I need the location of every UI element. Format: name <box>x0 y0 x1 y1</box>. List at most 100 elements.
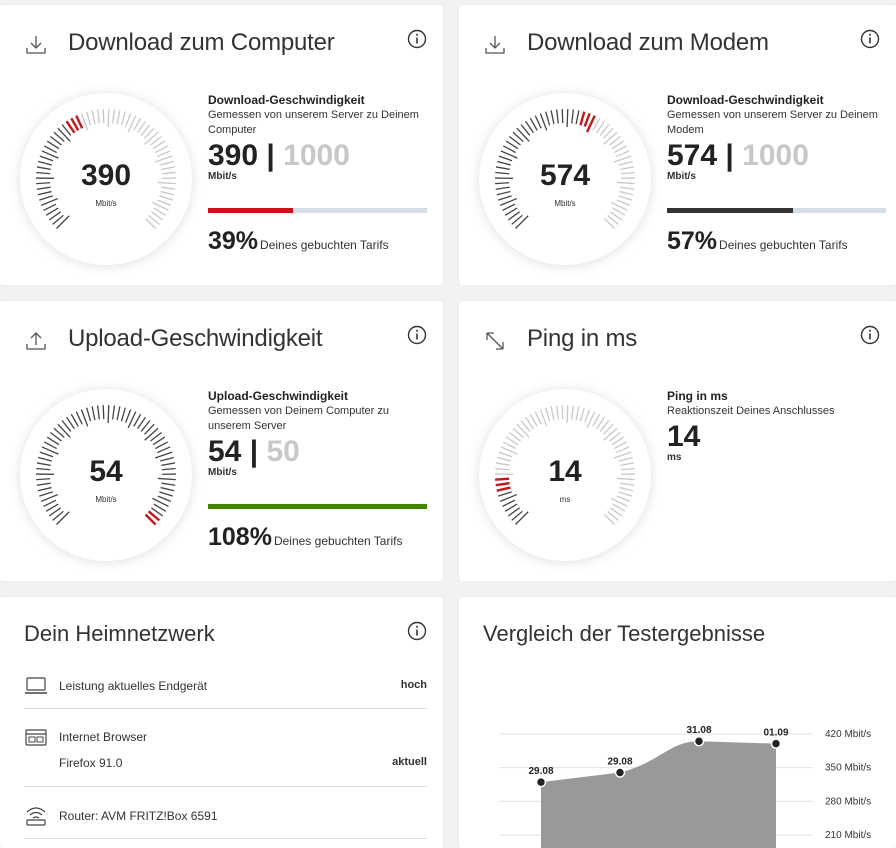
gauge-tick <box>157 181 176 185</box>
gauge-tick <box>49 431 62 442</box>
gauge-tick <box>561 405 564 420</box>
gauge-tick <box>619 456 633 462</box>
gauge-tick <box>120 407 126 422</box>
gauge-tick <box>65 416 75 430</box>
network-row-router: Router: AVM FRITZ!Box 6591 <box>24 805 427 829</box>
gauge-tick <box>36 462 51 466</box>
heimnetzwerk-card: Dein Heimnetzwerk Leistung aktuelles End… <box>0 597 443 848</box>
gauge-tick <box>102 109 105 124</box>
gauge-tick <box>45 503 59 512</box>
gauge-tick <box>584 409 591 423</box>
gauge-tick <box>86 111 92 126</box>
gauge-tick <box>571 109 575 124</box>
speed-info: Download-Geschwindigkeit Gemessen von un… <box>208 93 428 182</box>
gauge-tick <box>116 110 121 125</box>
gauge-tick <box>157 446 171 454</box>
gauge-tick <box>539 113 548 131</box>
ping-label: Ping in ms <box>667 389 728 403</box>
gauge-tick <box>596 416 606 430</box>
gauge-tick <box>160 160 174 166</box>
gauge-value: 14 <box>548 455 582 488</box>
gauge-tick <box>144 427 159 441</box>
speed-info: Upload-Geschwindigkeit Gemessen von Dein… <box>208 389 428 478</box>
gauge-tick <box>56 215 70 229</box>
gauge-tick <box>107 405 110 424</box>
gauge-tick <box>620 166 635 170</box>
gauge-tick <box>495 182 510 185</box>
gauge-tick <box>86 407 92 422</box>
gauge-tick <box>155 145 168 154</box>
gauge-tick <box>579 407 585 422</box>
gauge-tick <box>152 140 166 150</box>
gauge-tick <box>161 186 176 190</box>
ping-description: Reaktionszeit Deines Anschlusses <box>667 405 835 417</box>
info-icon[interactable] <box>860 325 880 345</box>
tariff-progress-bar <box>208 504 427 509</box>
speed-value: 390 | 1000 <box>208 139 428 173</box>
info-icon[interactable] <box>407 29 427 49</box>
gauge-tick <box>596 120 606 134</box>
gauge-value: 54 <box>89 455 123 488</box>
gauge-tick <box>512 427 524 439</box>
gauge-tick <box>38 456 52 462</box>
data-point[interactable] <box>693 735 705 747</box>
gauge-tick <box>566 405 569 424</box>
gauge-tick <box>46 436 60 446</box>
gauge-tick <box>39 195 53 201</box>
gauge-tick <box>539 409 548 427</box>
gauge-tick <box>70 413 79 427</box>
gauge-tick <box>603 423 614 435</box>
gauge-tick <box>152 436 166 446</box>
row-label: Router: AVM FRITZ!Box 6591 <box>59 809 218 823</box>
gauge-tick <box>524 120 534 134</box>
data-point[interactable] <box>614 767 626 778</box>
gauge-tick <box>620 462 635 466</box>
area-series <box>541 741 776 848</box>
gauge-tick <box>524 416 534 430</box>
gauge-tick <box>96 405 100 420</box>
download-icon <box>26 36 46 54</box>
data-label: 29.08 <box>607 756 632 767</box>
gauge-tick <box>41 446 59 455</box>
gauge-tick <box>502 203 516 212</box>
row-value: hoch <box>400 679 427 691</box>
gauge-tick <box>44 441 57 450</box>
gauge-tick <box>561 109 564 124</box>
gauge-tick <box>503 441 516 450</box>
gauge-tick <box>575 406 580 421</box>
data-point[interactable] <box>770 738 782 749</box>
upload-icon <box>26 332 46 350</box>
info-icon[interactable] <box>407 621 427 641</box>
gauge-tick <box>140 124 151 136</box>
gauge-tick <box>144 131 159 145</box>
gauge-tick <box>534 411 542 425</box>
gauge-tick <box>39 491 53 497</box>
gauge-tick <box>516 423 530 438</box>
measured-value: 574 <box>667 139 718 172</box>
gauge-tick <box>53 427 65 439</box>
speed-unit: Mbit/s <box>208 467 237 478</box>
gauge-tick <box>157 199 172 206</box>
gauge-tick <box>39 451 54 458</box>
speed-label: Download-Geschwindigkeit <box>208 93 365 107</box>
gauge-tick <box>613 451 632 459</box>
gauge-tick <box>133 413 142 427</box>
tariff-progress-fill <box>667 208 793 213</box>
gauge-tick <box>46 140 60 150</box>
gauge-marker <box>75 115 84 129</box>
gauge-tick <box>37 190 52 196</box>
gauge-tick <box>618 195 632 201</box>
gauge-tick <box>512 131 524 143</box>
speed-value: 574 | 1000 <box>667 139 887 173</box>
info-icon[interactable] <box>860 29 880 49</box>
data-point[interactable] <box>535 776 547 788</box>
gauge-tick <box>161 482 176 486</box>
gauge-unit: Mbit/s <box>95 495 117 504</box>
info-icon[interactable] <box>407 325 427 345</box>
gauge-tick <box>56 511 70 525</box>
gauge-tick <box>607 510 619 521</box>
download-modem-card: Download zum Modem 574 Mbit/s Download-G… <box>459 5 896 285</box>
gauge-tick <box>144 127 155 139</box>
gauge-tick <box>619 160 633 166</box>
gauge-tick <box>498 195 512 201</box>
